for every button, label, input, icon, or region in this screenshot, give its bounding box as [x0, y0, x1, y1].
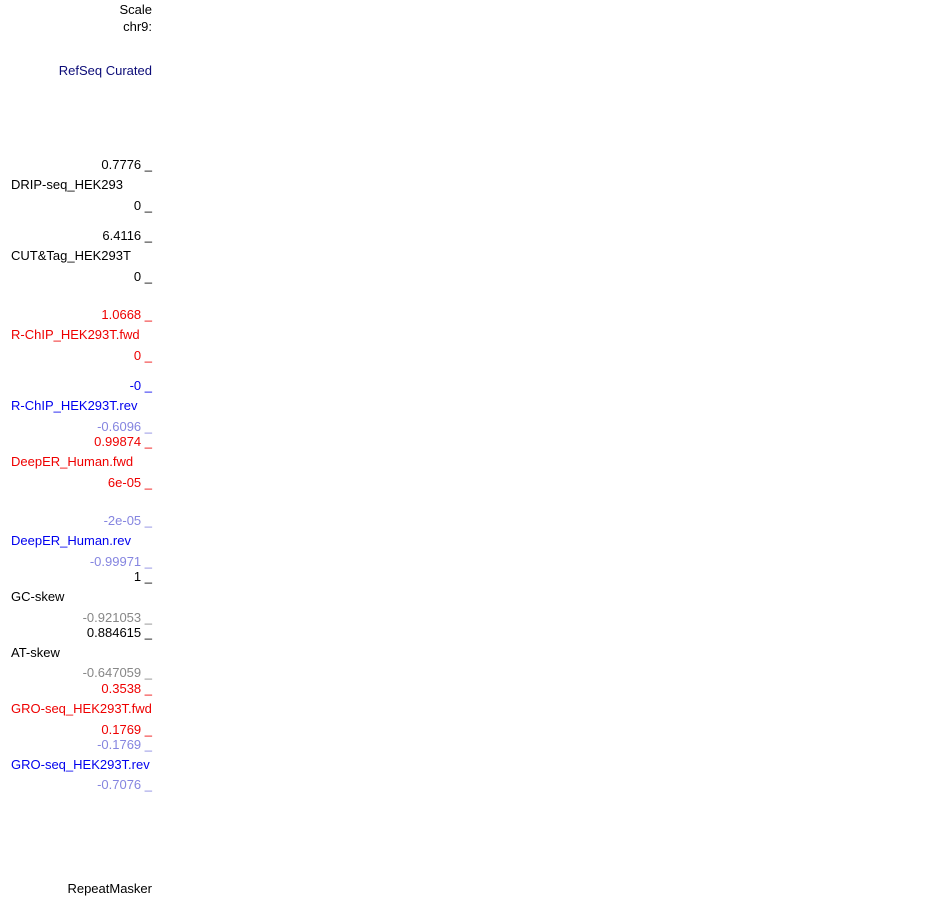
track-max-limit-deeper-human-rev: -2e-05 _ [103, 513, 152, 528]
track-label-rchip-hek293t-rev[interactable]: R-ChIP_HEK293T.rev [11, 398, 138, 413]
track-min-limit-gc-skew: -0.921053 _ [82, 610, 152, 625]
track-min-limit-gro-seq-hek293t-rev: -0.7076 _ [97, 777, 152, 792]
track-min-limit-rchip-hek293t-rev: -0.6096 _ [97, 419, 152, 434]
track-max-limit-at-skew: 0.884615 _ [86, 625, 152, 640]
track-label-gro-seq-hek293t-rev[interactable]: GRO-seq_HEK293T.rev [11, 757, 150, 772]
chromosome-position-label: chr9: [123, 19, 152, 34]
track-min-limit-deeper-human-rev: -0.99971 _ [89, 554, 152, 569]
track-label-deeper-human-fwd[interactable]: DeepER_Human.fwd [11, 454, 134, 469]
track-label-at-skew[interactable]: AT-skew [11, 645, 60, 660]
track-max-limit-cut-tag-hek293t: 6.4116 _ [102, 228, 152, 243]
track-max-limit-deeper-human-fwd: 0.99874 _ [94, 434, 152, 449]
track-min-limit-gro-seq-hek293t-fwd: 0.1769 _ [101, 722, 152, 737]
track-label-repeatmasker[interactable]: RepeatMasker [67, 881, 152, 896]
track-max-limit-rchip-hek293t-fwd: 1.0668 _ [101, 307, 152, 322]
track-label-cut-tag-hek293t[interactable]: CUT&Tag_HEK293T [11, 248, 131, 263]
track-label-gc-skew[interactable]: GC-skew [11, 589, 65, 604]
track-max-limit-gro-seq-hek293t-rev: -0.1769 _ [97, 737, 152, 752]
track-label-rchip-hek293t-fwd[interactable]: R-ChIP_HEK293T.fwd [11, 327, 140, 342]
track-min-limit-drip-seq-hek293: 0 _ [133, 198, 152, 213]
track-label-drip-seq-hek293[interactable]: DRIP-seq_HEK293 [11, 177, 123, 192]
track-min-limit-deeper-human-fwd: 6e-05 _ [107, 475, 152, 490]
track-min-limit-at-skew: -0.647059 _ [82, 665, 152, 680]
scale-label: Scale [119, 2, 152, 17]
track-label-refseq-curated[interactable]: RefSeq Curated [58, 63, 152, 78]
track-label-gro-seq-hek293t-fwd[interactable]: GRO-seq_HEK293T.fwd [11, 701, 152, 716]
track-max-limit-rchip-hek293t-rev: -0 _ [129, 378, 152, 393]
track-min-limit-cut-tag-hek293t: 0 _ [133, 269, 152, 284]
track-max-limit-gro-seq-hek293t-fwd: 0.3538 _ [101, 681, 152, 696]
track-max-limit-gc-skew: 1 _ [133, 569, 152, 584]
track-max-limit-drip-seq-hek293: 0.7776 _ [101, 157, 152, 172]
track-min-limit-rchip-hek293t-fwd: 0 _ [133, 348, 152, 363]
track-label-deeper-human-rev[interactable]: DeepER_Human.rev [11, 533, 131, 548]
